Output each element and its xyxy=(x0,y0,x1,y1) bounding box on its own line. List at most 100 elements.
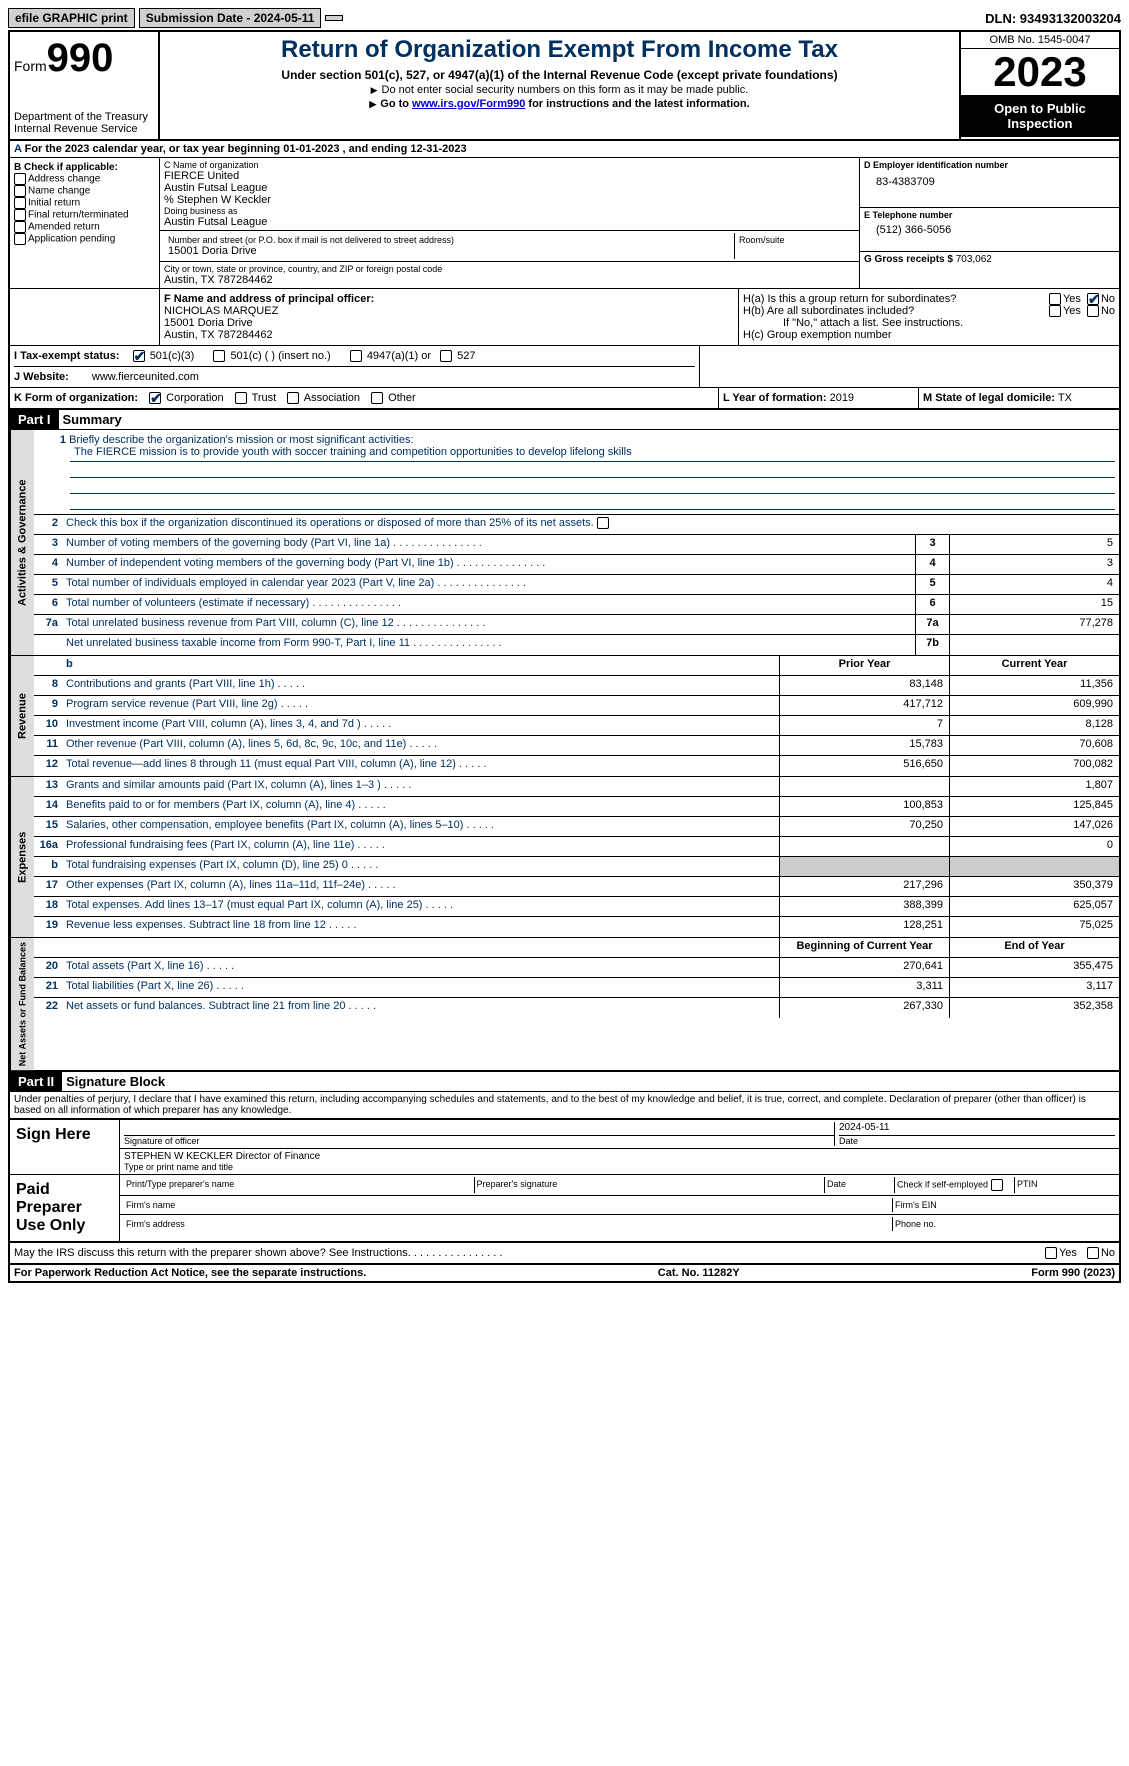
mission-text: The FIERCE mission is to provide youth w… xyxy=(70,446,1115,462)
officer-label: F Name and address of principal officer: xyxy=(164,293,734,305)
ein-label: D Employer identification number xyxy=(864,160,1115,170)
ha-no-checkbox[interactable] xyxy=(1087,293,1099,305)
summary-governance: Activities & Governance 1 Briefly descri… xyxy=(10,430,1119,656)
corp-checkbox[interactable] xyxy=(149,392,161,404)
irs-text: Internal Revenue Service xyxy=(14,123,154,135)
efile-button[interactable]: efile GRAPHIC print xyxy=(8,8,135,28)
paid-preparer-label: Paid Preparer Use Only xyxy=(10,1175,120,1241)
header-right: OMB No. 1545-0047 2023 Open to Public In… xyxy=(959,32,1119,139)
527-checkbox[interactable] xyxy=(440,350,452,362)
dba-label: Doing business as xyxy=(164,206,855,216)
header-left: Form990 Department of the Treasury Inter… xyxy=(10,32,160,139)
org-name-3: % Stephen W Keckler xyxy=(164,194,855,206)
row-klm: K Form of organization: Corporation Trus… xyxy=(10,388,1119,410)
website-value: www.fierceunited.com xyxy=(92,371,199,383)
section-bcd: B Check if applicable: Address change Na… xyxy=(10,158,1119,289)
summary-netassets: Net Assets or Fund Balances Beginning of… xyxy=(10,938,1119,1072)
final-return-checkbox[interactable] xyxy=(14,209,26,221)
line1-label: Briefly describe the organization's miss… xyxy=(69,434,413,446)
col-d: D Employer identification number 83-4383… xyxy=(859,158,1119,288)
hb-no-checkbox[interactable] xyxy=(1087,305,1099,317)
ptin-label: PTIN xyxy=(1015,1177,1115,1193)
signature-block: Sign Here Signature of officer 2024-05-1… xyxy=(10,1118,1119,1242)
part1-header-row: Part I Summary xyxy=(10,410,1119,430)
form-title: Return of Organization Exempt From Incom… xyxy=(164,36,955,64)
summary-revenue: Revenue b Prior Year Current Year 8Contr… xyxy=(10,656,1119,777)
501c-checkbox[interactable] xyxy=(213,350,225,362)
col-begin: Beginning of Current Year xyxy=(779,938,949,957)
sign-here-label: Sign Here xyxy=(10,1120,120,1174)
form-footer: Form 990 (2023) xyxy=(1031,1267,1115,1279)
footer: For Paperwork Reduction Act Notice, see … xyxy=(10,1263,1119,1281)
initial-return-checkbox[interactable] xyxy=(14,197,26,209)
amended-return-checkbox[interactable] xyxy=(14,221,26,233)
penalty-text: Under penalties of perjury, I declare th… xyxy=(10,1092,1119,1118)
other-checkbox[interactable] xyxy=(371,392,383,404)
hb-yes-checkbox[interactable] xyxy=(1049,305,1061,317)
website-label: J Website: xyxy=(14,371,69,383)
part2-header-row: Part II Signature Block xyxy=(10,1072,1119,1092)
tax-status-label: I Tax-exempt status: xyxy=(14,350,120,362)
prep-sig-label: Preparer's signature xyxy=(475,1177,826,1193)
501c3-checkbox[interactable] xyxy=(133,350,145,362)
part1-title: Summary xyxy=(59,410,126,429)
row-a: A For the 2023 calendar year, or tax yea… xyxy=(10,141,1119,158)
form-org-label: K Form of organization: xyxy=(14,392,138,404)
goto-prefix: Go to xyxy=(369,98,412,110)
gross-label: G Gross receipts $ xyxy=(864,254,953,265)
col-prior: Prior Year xyxy=(779,656,949,675)
col-end: End of Year xyxy=(949,938,1119,957)
assoc-checkbox[interactable] xyxy=(287,392,299,404)
hb-label: H(b) Are all subordinates included? xyxy=(743,305,1049,317)
room-label: Room/suite xyxy=(739,235,851,245)
date-label: Date xyxy=(839,1136,1115,1146)
ein-value: 83-4383709 xyxy=(864,170,1115,194)
ssn-note: Do not enter social security numbers on … xyxy=(164,84,955,96)
part2-title: Signature Block xyxy=(62,1072,169,1091)
discuss-yes-checkbox[interactable] xyxy=(1045,1247,1057,1259)
row-ij: I Tax-exempt status: 501(c)(3) 501(c) ( … xyxy=(10,346,1119,388)
firm-name-label: Firm's name xyxy=(124,1198,893,1212)
cat-number: Cat. No. 11282Y xyxy=(658,1267,740,1279)
form-label: Form xyxy=(14,58,47,74)
firm-ein-label: Firm's EIN xyxy=(893,1198,1115,1212)
line2-checkbox[interactable] xyxy=(597,517,609,529)
empty-button[interactable] xyxy=(325,15,343,21)
year-formation-value: 2019 xyxy=(830,392,854,404)
street-value: 15001 Doria Drive xyxy=(168,245,730,257)
header-mid: Return of Organization Exempt From Incom… xyxy=(160,32,959,139)
goto-suffix: for instructions and the latest informat… xyxy=(525,98,749,110)
dln-text: DLN: 93493132003204 xyxy=(985,11,1121,26)
application-pending-checkbox[interactable] xyxy=(14,233,26,245)
dba-value: Austin Futsal League xyxy=(164,216,855,228)
goto-link[interactable]: www.irs.gov/Form990 xyxy=(412,98,525,110)
form-number: 990 xyxy=(47,36,114,80)
firm-phone-label: Phone no. xyxy=(893,1217,1115,1231)
part2-header: Part II xyxy=(10,1072,62,1091)
tab-netassets: Net Assets or Fund Balances xyxy=(10,938,34,1070)
omb-number: OMB No. 1545-0047 xyxy=(961,32,1119,49)
city-value: Austin, TX 787284462 xyxy=(164,274,855,286)
ha-yes-checkbox[interactable] xyxy=(1049,293,1061,305)
year-formation-label: L Year of formation: xyxy=(723,392,827,404)
self-employed-checkbox[interactable] xyxy=(991,1179,1003,1191)
topbar: efile GRAPHIC print Submission Date - 20… xyxy=(8,8,1121,28)
org-name-1: FIERCE United xyxy=(164,170,855,182)
submission-button[interactable]: Submission Date - 2024-05-11 xyxy=(139,8,322,28)
type-name-label: Type or print name and title xyxy=(124,1162,1115,1172)
hb-note: If "No," attach a list. See instructions… xyxy=(743,317,1115,329)
col-c: C Name of organization FIERCE United Aus… xyxy=(160,158,859,288)
tax-year: 2023 xyxy=(961,49,1119,95)
phone-label: E Telephone number xyxy=(864,210,1115,220)
discuss-no-checkbox[interactable] xyxy=(1087,1247,1099,1259)
address-change-checkbox[interactable] xyxy=(14,173,26,185)
4947-checkbox[interactable] xyxy=(350,350,362,362)
name-change-checkbox[interactable] xyxy=(14,185,26,197)
domicile-value: TX xyxy=(1058,392,1072,404)
officer-name-title: STEPHEN W KECKLER Director of Finance xyxy=(124,1151,1115,1162)
form-header: Form990 Department of the Treasury Inter… xyxy=(10,32,1119,141)
street-label: Number and street (or P.O. box if mail i… xyxy=(168,235,730,245)
trust-checkbox[interactable] xyxy=(235,392,247,404)
inspection-label: Open to Public Inspection xyxy=(961,95,1119,137)
paperwork-notice: For Paperwork Reduction Act Notice, see … xyxy=(14,1267,366,1279)
